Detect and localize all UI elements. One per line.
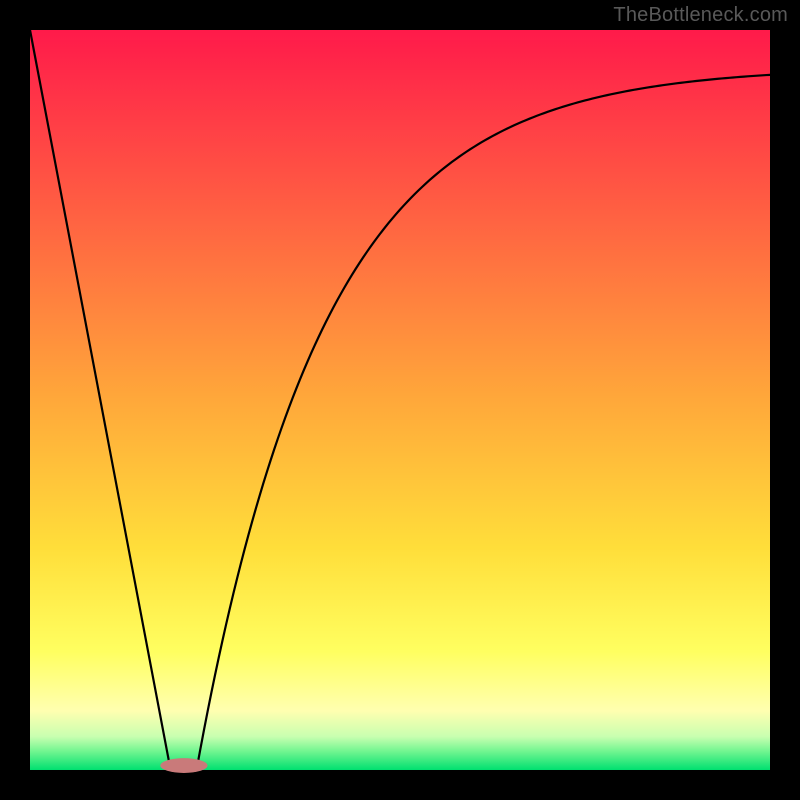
plot-background [30,30,770,770]
optimum-marker [160,758,207,773]
watermark-label: TheBottleneck.com [613,4,788,27]
bottleneck-chart: TheBottleneck.com [0,0,800,800]
chart-canvas [0,0,800,800]
